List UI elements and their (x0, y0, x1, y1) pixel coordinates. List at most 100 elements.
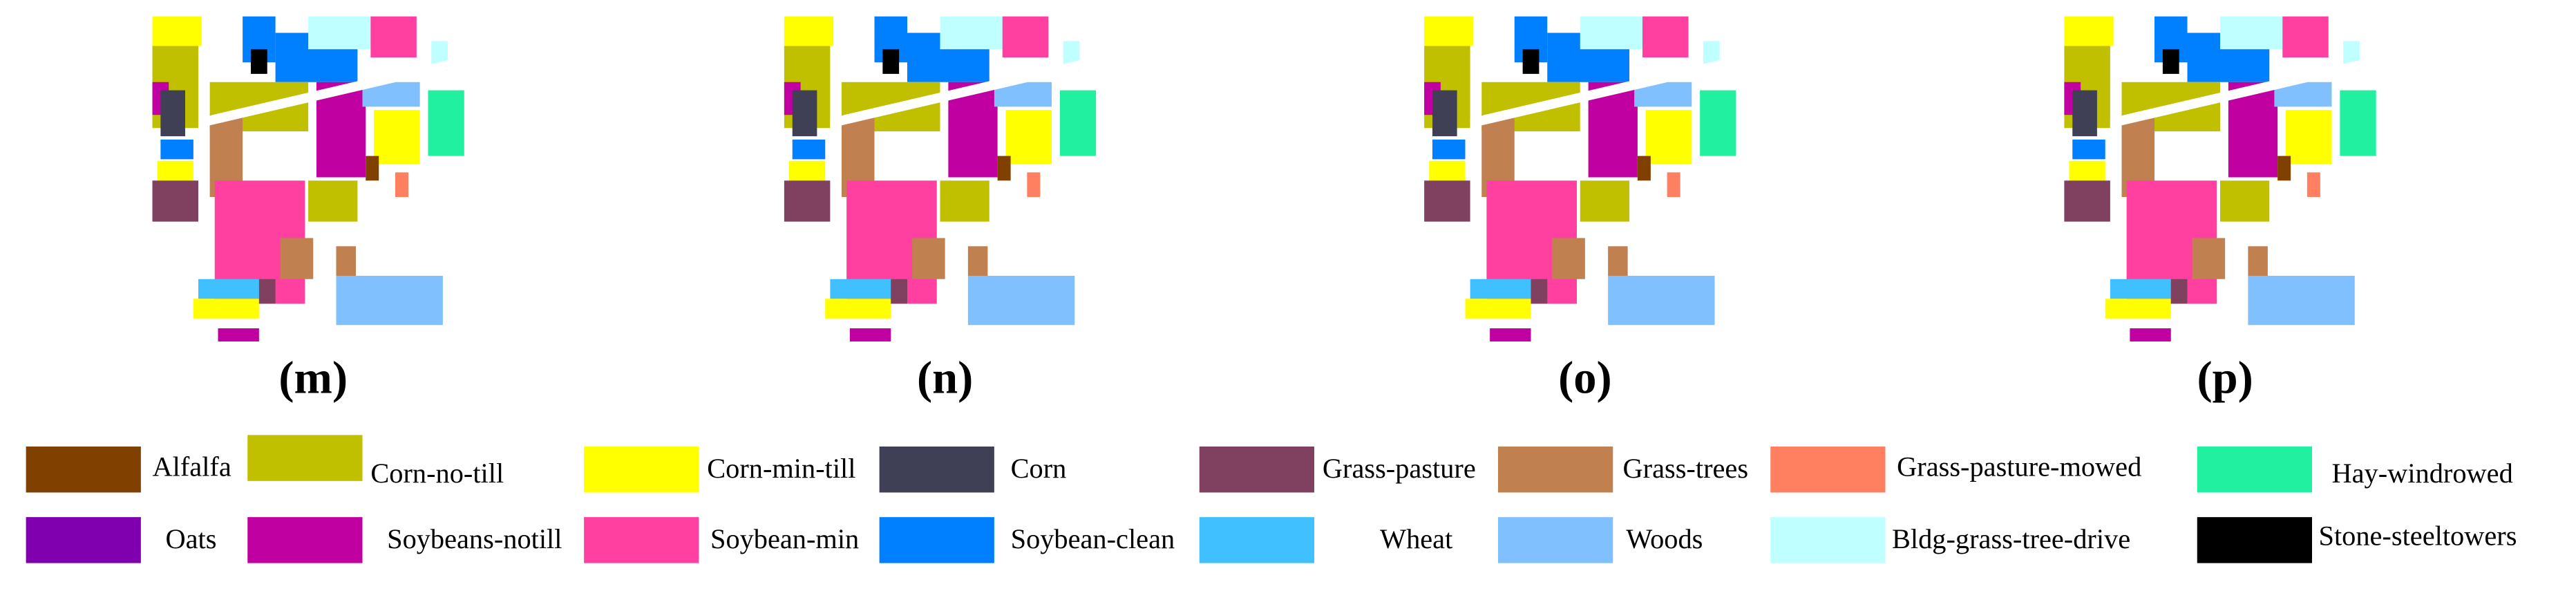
map-region (160, 90, 185, 137)
map-region (336, 276, 443, 326)
map-region (1002, 16, 1049, 58)
legend-label: Stone-steeltowers (2319, 520, 2517, 551)
legend-swatch (26, 517, 141, 563)
map-region (2220, 16, 2283, 50)
map-region (258, 279, 276, 304)
legend-swatch (247, 517, 363, 563)
map-region (1552, 238, 1585, 279)
map-region (1645, 110, 1692, 165)
map-region (308, 180, 358, 222)
legend-label: Grass-trees (1623, 453, 1749, 484)
map-region (1608, 276, 1715, 326)
map-region (2248, 276, 2355, 326)
legend-swatch (2197, 447, 2312, 493)
map-region (825, 299, 891, 319)
map-region (1667, 172, 1680, 197)
map-region (198, 279, 264, 299)
map-region (912, 238, 945, 279)
map-region (940, 180, 989, 222)
map-region (1531, 279, 1548, 304)
map-region (2072, 90, 2097, 137)
legend-label: Grass-pasture-mowed (1897, 451, 2141, 482)
map-region (2248, 246, 2268, 276)
legend-label: Corn (1011, 453, 1067, 484)
map-region (428, 90, 464, 156)
map-region (1465, 299, 1531, 319)
map-region (218, 328, 259, 341)
map-region (1580, 180, 1629, 222)
legend-label: Wheat (1380, 523, 1452, 554)
map-region (792, 90, 817, 137)
map-region (1642, 16, 1689, 58)
legend-label: Soybeans-notill (387, 523, 562, 554)
legend-label: Hay-windrowed (2332, 458, 2513, 489)
map-region (784, 16, 834, 46)
map-region (2064, 180, 2110, 222)
map-road (830, 53, 1112, 129)
map-region (1580, 16, 1642, 50)
map-region (2162, 49, 2179, 74)
map-region (997, 156, 1011, 181)
legend-label: Soybean-min (710, 523, 859, 554)
map-region (2286, 110, 2332, 165)
legend-swatch (247, 435, 363, 481)
map-region (2170, 279, 2188, 304)
map-region (370, 16, 417, 58)
map-region (160, 139, 193, 160)
map-region (395, 172, 408, 197)
map-region (1059, 90, 1097, 156)
map-region (2110, 279, 2176, 299)
map-region (1432, 139, 1466, 160)
classification-map (1424, 16, 1753, 341)
legend-swatch (1199, 517, 1314, 563)
map-region (2307, 172, 2320, 197)
map-region (251, 49, 267, 74)
legend-swatch (1770, 517, 1886, 563)
map-region (2220, 180, 2270, 222)
map-region (1637, 156, 1651, 181)
map-region (967, 246, 988, 276)
map-road (2110, 53, 2393, 129)
map-region (1005, 110, 1052, 165)
map-region (882, 49, 900, 74)
legend-swatch (1498, 447, 1613, 493)
map-region (849, 328, 891, 341)
legend-label: Bldg-grass-tree-drive (1892, 523, 2130, 554)
map-region (152, 16, 202, 46)
map-region (336, 246, 356, 276)
legend-label: Corn-min-till (707, 453, 855, 484)
legend-swatch (1498, 517, 1613, 563)
map-region (1490, 328, 1531, 341)
classification-map (152, 16, 481, 341)
legend-label: Oats (166, 523, 217, 554)
map-region (2130, 328, 2171, 341)
map-region (792, 139, 826, 160)
map-region (2282, 16, 2329, 58)
map-region (2072, 139, 2105, 160)
panel-label: (n) (917, 353, 973, 404)
legend-swatch (879, 447, 994, 493)
legend-swatch (879, 517, 994, 563)
map-region (308, 16, 371, 50)
map-region (2192, 238, 2226, 279)
map-region (1424, 180, 1470, 222)
legend-swatch (2197, 517, 2312, 563)
map-region (2064, 16, 2114, 46)
panel-label: (m) (278, 353, 348, 404)
map-region (1470, 279, 1536, 299)
legend-swatch (26, 447, 141, 493)
map-region (1608, 246, 1628, 276)
map-region (1424, 16, 1474, 46)
map-region (967, 276, 1075, 326)
map-region (891, 279, 907, 304)
legend-swatch (584, 517, 699, 563)
legend-label: Alfalfa (153, 451, 231, 482)
map-region (1027, 172, 1041, 197)
legend-swatch (1770, 447, 1886, 493)
classification-map (784, 16, 1112, 341)
map-region (1432, 90, 1457, 137)
legend-label: Grass-pasture (1323, 453, 1476, 484)
classification-map (2064, 16, 2393, 341)
legend-label: Soybean-clean (1011, 523, 1175, 554)
